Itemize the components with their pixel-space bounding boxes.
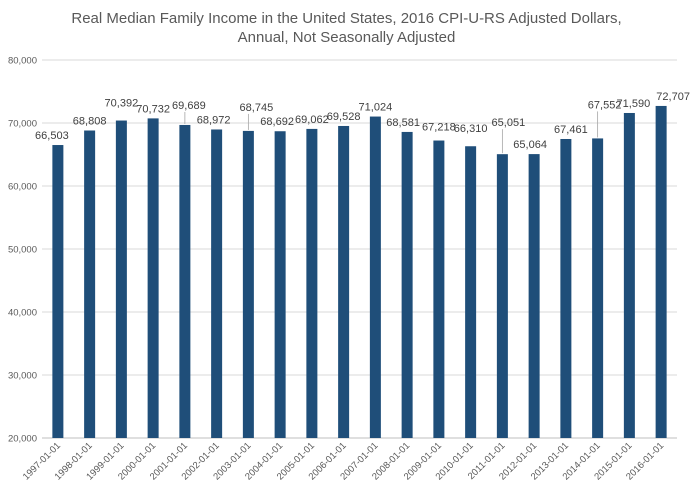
- bar-2012-01-01: [528, 154, 540, 438]
- y-tick-label: 60,000: [8, 182, 37, 193]
- label-leader-lines: [184, 111, 599, 154]
- data-label-2013-01-01: 67,461: [554, 124, 588, 136]
- bar-2010-01-01: [465, 146, 477, 438]
- data-label-2010-01-01: 66,310: [454, 123, 488, 135]
- bar-2004-01-01: [274, 131, 286, 438]
- data-label-2007-01-01: 71,024: [359, 102, 393, 114]
- bar-2003-01-01: [242, 130, 254, 438]
- bar-2007-01-01: [369, 116, 381, 438]
- data-label-1998-01-01: 68,808: [73, 116, 107, 128]
- bar-2000-01-01: [147, 118, 159, 438]
- data-label-2014-01-01: 67,552: [588, 99, 622, 111]
- x-axis-tick-labels: 1997-01-011998-01-011999-01-012000-01-01…: [21, 440, 666, 482]
- data-label-2003-01-01: 68,745: [240, 102, 274, 114]
- data-label-2005-01-01: 69,062: [295, 114, 329, 126]
- data-label-2002-01-01: 68,972: [197, 114, 231, 126]
- bar-2016-01-01: [655, 105, 667, 439]
- y-tick-label: 20,000: [8, 434, 37, 445]
- bar-2009-01-01: [433, 140, 445, 438]
- bar-2014-01-01: [592, 138, 604, 438]
- y-tick-label: 70,000: [8, 119, 37, 130]
- bar-2013-01-01: [560, 138, 572, 438]
- y-axis-tick-labels: 20,000 30,000 40,000 50,000 60,000 70,000 80,0…: [8, 56, 37, 445]
- data-label-2012-01-01: 65,064: [513, 139, 547, 151]
- chart-title-line-1: Real Median Family Income in the United …: [71, 10, 622, 27]
- data-label-2000-01-01: 70,732: [136, 103, 170, 115]
- bars: [52, 105, 667, 439]
- bar-1999-01-01: [115, 120, 127, 439]
- bar-2011-01-01: [496, 154, 508, 438]
- y-tick-label: 50,000: [8, 245, 37, 256]
- data-label-2008-01-01: 68,581: [386, 117, 420, 129]
- data-label-1997-01-01: 66,503: [35, 130, 69, 142]
- chart-title: Real Median Family Income in the United …: [0, 9, 693, 47]
- data-label-2016-01-01: 72,707: [656, 91, 690, 103]
- data-label-1999-01-01: 70,392: [105, 98, 139, 110]
- y-tick-label: 40,000: [8, 308, 37, 319]
- data-label-2001-01-01: 69,689: [172, 100, 206, 112]
- data-label-2011-01-01: 65,051: [492, 117, 526, 129]
- bar-2008-01-01: [401, 131, 413, 438]
- data-label-2015-01-01: 71,590: [617, 98, 651, 110]
- bar-1998-01-01: [84, 130, 96, 439]
- data-label-2006-01-01: 69,528: [327, 111, 361, 123]
- y-tick-label: 30,000: [8, 371, 37, 382]
- y-tick-label: 80,000: [8, 56, 37, 67]
- bar-2001-01-01: [179, 124, 191, 439]
- data-label-2004-01-01: 68,692: [260, 116, 294, 128]
- chart-title-line-2: Annual, Not Seasonally Adjusted: [237, 29, 456, 46]
- bar-1997-01-01: [52, 145, 64, 438]
- bar-2015-01-01: [623, 112, 635, 438]
- data-label-2009-01-01: 67,218: [422, 122, 456, 134]
- bar-2002-01-01: [211, 129, 223, 439]
- bar-2006-01-01: [338, 125, 350, 438]
- bar-2005-01-01: [306, 128, 318, 438]
